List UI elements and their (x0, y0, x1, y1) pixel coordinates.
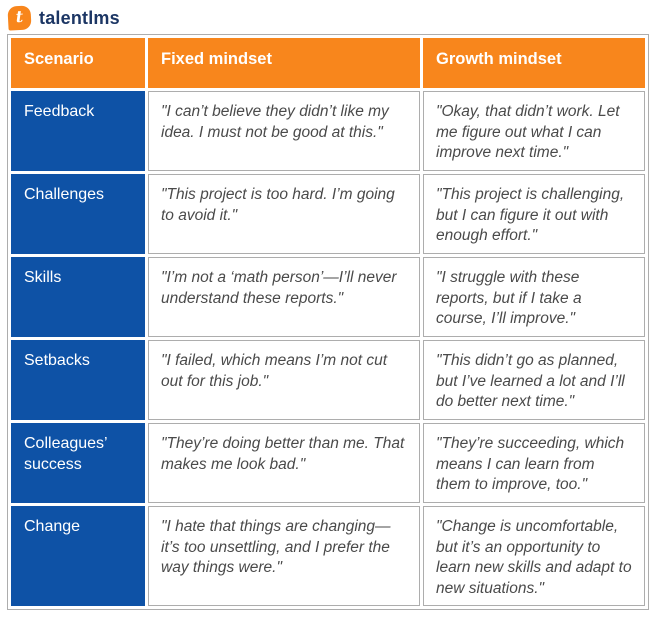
fixed-mindset-cell: "I hate that things are changing—it’s to… (148, 506, 420, 607)
scenario-cell: Colleagues’ success (11, 423, 145, 503)
fixed-mindset-cell: "They’re doing better than me. That make… (148, 423, 420, 503)
header-growth-mindset: Growth mindset (423, 38, 645, 88)
table-row: Skills "I’m not a ‘math person’—I’ll nev… (11, 257, 645, 337)
fixed-mindset-cell: "This project is too hard. I’m going to … (148, 174, 420, 254)
table-row: Feedback "I can’t believe they didn’t li… (11, 91, 645, 171)
scenario-cell: Challenges (11, 174, 145, 254)
logo-letter: t (15, 6, 24, 27)
scenario-cell: Skills (11, 257, 145, 337)
scenario-cell: Change (11, 506, 145, 607)
header-fixed-mindset: Fixed mindset (148, 38, 420, 88)
growth-mindset-cell: "Okay, that didn’t work. Let me figure o… (423, 91, 645, 171)
growth-mindset-cell: "They’re succeeding, which means I can l… (423, 423, 645, 503)
talentlms-logo: t talentlms (0, 0, 657, 32)
fixed-mindset-cell: "I can’t believe they didn’t like my ide… (148, 91, 420, 171)
fixed-mindset-cell: "I’m not a ‘math person’—I’ll never unde… (148, 257, 420, 337)
talentlms-logo-icon: t (7, 5, 32, 31)
growth-mindset-cell: "This project is challenging, but I can … (423, 174, 645, 254)
table-row: Change "I hate that things are changing—… (11, 506, 645, 607)
scenario-cell: Setbacks (11, 340, 145, 420)
table-row: Challenges "This project is too hard. I’… (11, 174, 645, 254)
growth-mindset-cell: "This didn’t go as planned, but I’ve lea… (423, 340, 645, 420)
talentlms-logo-text: talentlms (39, 7, 120, 28)
fixed-mindset-cell: "I failed, which means I’m not cut out f… (148, 340, 420, 420)
table-header-row: Scenario Fixed mindset Growth mindset (11, 38, 645, 88)
scenario-cell: Feedback (11, 91, 145, 171)
table-row: Setbacks "I failed, which means I’m not … (11, 340, 645, 420)
table-row: Colleagues’ success "They’re doing bette… (11, 423, 645, 503)
growth-mindset-cell: "I struggle with these reports, but if I… (423, 257, 645, 337)
mindset-comparison-table: Scenario Fixed mindset Growth mindset Fe… (7, 34, 649, 611)
header-scenario: Scenario (11, 38, 145, 88)
growth-mindset-cell: "Change is uncomfortable, but it’s an op… (423, 506, 645, 607)
